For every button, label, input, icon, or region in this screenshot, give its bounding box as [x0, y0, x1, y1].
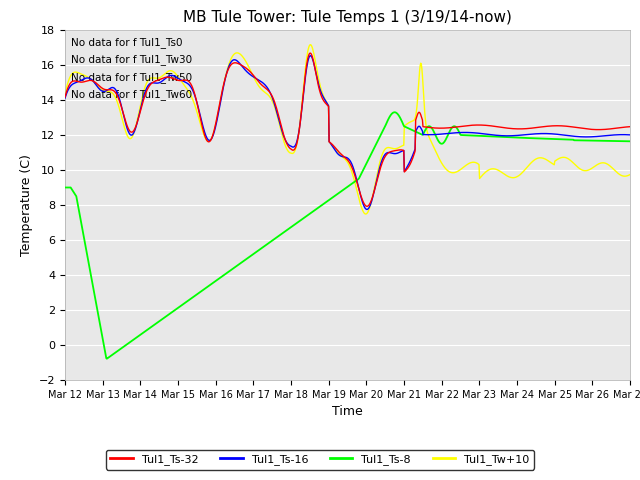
Text: No data for f Tul1_Ts0: No data for f Tul1_Ts0	[70, 37, 182, 48]
Title: MB Tule Tower: Tule Temps 1 (3/19/14-now): MB Tule Tower: Tule Temps 1 (3/19/14-now…	[183, 10, 512, 24]
Legend: Tul1_Ts-32, Tul1_Ts-16, Tul1_Ts-8, Tul1_Tw+10: Tul1_Ts-32, Tul1_Ts-16, Tul1_Ts-8, Tul1_…	[106, 450, 534, 469]
Text: No data for f Tul1_Tw60: No data for f Tul1_Tw60	[70, 89, 192, 100]
Text: No data for f Tul1_Tw30: No data for f Tul1_Tw30	[70, 55, 192, 65]
Y-axis label: Temperature (C): Temperature (C)	[20, 154, 33, 256]
X-axis label: Time: Time	[332, 405, 363, 418]
Text: No data for f Tul1_Tw50: No data for f Tul1_Tw50	[70, 72, 192, 83]
